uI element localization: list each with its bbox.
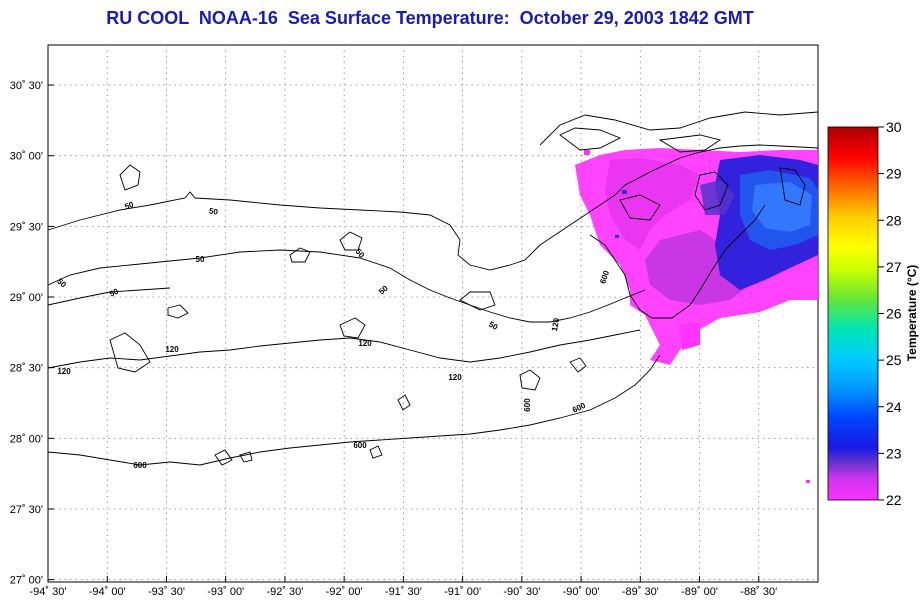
- isobath-120: [47, 317, 641, 411]
- contour-label: 50: [123, 200, 135, 212]
- colorbar-label: 29: [886, 166, 902, 182]
- lat-tick-label: 27˚ 00': [10, 575, 43, 587]
- lon-tick-label: -89˚ 00': [681, 586, 718, 598]
- lon-tick-label: -91˚ 00': [444, 586, 481, 598]
- contour-label: 600: [598, 269, 611, 285]
- contour-label: 120: [165, 345, 179, 354]
- lat-tick-label: 29˚ 00': [10, 292, 43, 304]
- lat-tick-label: 30˚ 30': [10, 80, 43, 92]
- isobath-600: [47, 354, 661, 466]
- contour-label: 50: [208, 206, 219, 217]
- contour-label: 600: [353, 441, 367, 450]
- colorbar-gradient: [827, 126, 879, 501]
- contour-label: 120: [448, 373, 462, 382]
- graticule-grid: [48, 45, 818, 582]
- lat-tick-label: 30˚ 00': [10, 151, 43, 163]
- lon-tick-label: -93˚ 30': [148, 586, 185, 598]
- map-title: RU COOL NOAA-16 Sea Surface Temperature:…: [106, 8, 754, 28]
- lat-tick-label: 28˚ 00': [10, 433, 43, 445]
- lat-tick-label: 27˚ 30': [10, 504, 43, 516]
- contour-label: 600: [523, 398, 532, 412]
- lon-tick-label: -94˚ 00': [89, 586, 126, 598]
- contour-label: 120: [57, 367, 71, 376]
- colorbar-label: 25: [886, 352, 902, 368]
- sst-data-layer: [575, 148, 818, 483]
- colorbar-label: 30: [886, 119, 902, 135]
- lon-tick-label: -89˚ 30': [622, 586, 659, 598]
- colorbar-label: 27: [886, 259, 902, 275]
- axis-ticks: -94˚ 30' -94˚ 00' -93˚ 30' -93˚ 00' -92˚ 30'…: [10, 80, 778, 598]
- colorbar-label: 22: [886, 492, 902, 508]
- lon-tick-label: -91˚ 30': [385, 586, 422, 598]
- lat-tick-label: 29˚ 30': [10, 221, 43, 233]
- lon-tick-label: -88˚ 30': [740, 586, 777, 598]
- colorbar: 30 29 28 27 26 25 24 23 22 Temperature (°C): [827, 119, 919, 508]
- contour-label: 600: [133, 461, 147, 470]
- colorbar-label: 28: [886, 212, 902, 228]
- isobath-50: [47, 231, 646, 323]
- coastline: [47, 111, 819, 319]
- lon-tick-label: -90˚ 30': [503, 586, 540, 598]
- colorbar-label: 24: [886, 399, 902, 415]
- colorbar-labels: 30 29 28 27 26 25 24 23 22: [878, 119, 902, 508]
- lon-tick-label: -94˚ 30': [30, 586, 67, 598]
- colorbar-title: Temperature (°C): [905, 265, 919, 362]
- contour-label: 120: [550, 317, 561, 332]
- colorbar-label: 26: [886, 306, 902, 322]
- lon-tick-label: -92˚ 00': [326, 586, 363, 598]
- lon-tick-label: -90˚ 00': [563, 586, 600, 598]
- contour-label: 50: [108, 287, 120, 299]
- lon-tick-label: -92˚ 30': [266, 586, 303, 598]
- lat-tick-label: 28˚ 30': [10, 363, 43, 375]
- contour-label: 120: [358, 339, 372, 348]
- colorbar-label: 23: [886, 445, 902, 461]
- contour-label: 50: [196, 255, 205, 264]
- lon-tick-label: -93˚ 00': [207, 586, 244, 598]
